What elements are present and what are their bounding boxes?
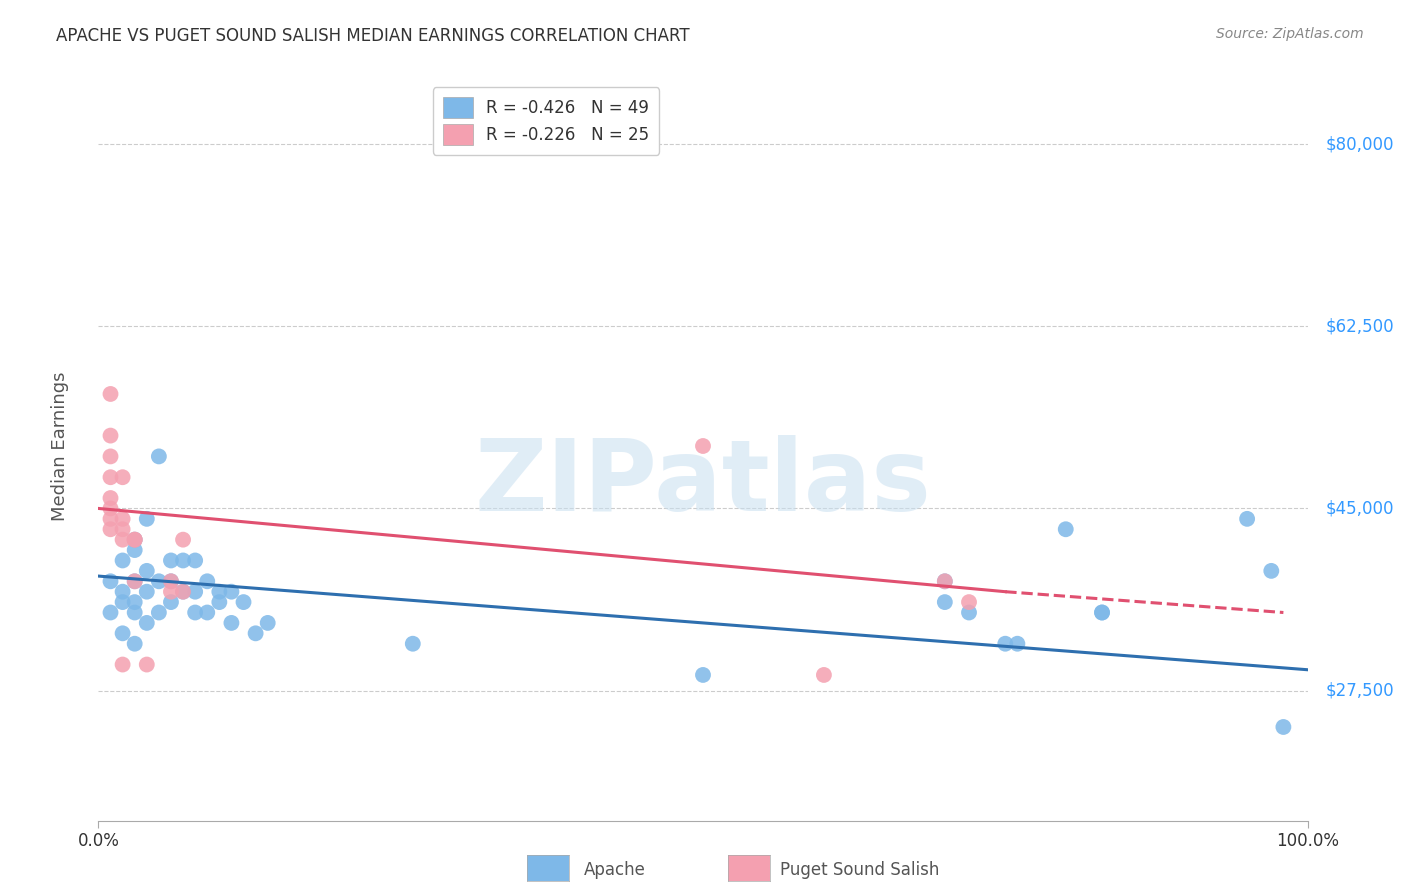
Point [124, 574, 146, 589]
Point [111, 470, 134, 484]
Point [135, 657, 157, 672]
Point [1091, 606, 1114, 620]
Point [994, 637, 1017, 651]
Point [1272, 720, 1295, 734]
Point [124, 533, 146, 547]
Point [100, 512, 122, 526]
Point [160, 574, 183, 589]
Point [100, 387, 122, 401]
Point [100, 491, 122, 505]
Point [135, 584, 157, 599]
Point [111, 522, 134, 536]
Point [402, 637, 425, 651]
Point [172, 584, 194, 599]
Point [232, 595, 254, 609]
Point [124, 533, 146, 547]
Point [124, 543, 146, 558]
Text: $80,000: $80,000 [1326, 136, 1395, 153]
Point [135, 512, 157, 526]
Point [124, 637, 146, 651]
Text: $27,500: $27,500 [1326, 681, 1395, 699]
Point [934, 574, 956, 589]
Text: APACHE VS PUGET SOUND SALISH MEDIAN EARNINGS CORRELATION CHART: APACHE VS PUGET SOUND SALISH MEDIAN EARN… [56, 27, 690, 45]
Point [245, 626, 267, 640]
Point [111, 584, 134, 599]
Point [160, 553, 183, 567]
Point [135, 564, 157, 578]
Point [135, 615, 157, 630]
Point [100, 428, 122, 442]
Point [184, 606, 207, 620]
Point [111, 533, 134, 547]
Point [221, 584, 243, 599]
Point [1007, 637, 1029, 651]
Point [692, 439, 714, 453]
Point [100, 606, 122, 620]
Point [934, 595, 956, 609]
Point [100, 450, 122, 464]
Point [172, 533, 194, 547]
Point [111, 657, 134, 672]
Point [1091, 606, 1114, 620]
Point [111, 595, 134, 609]
Text: Puget Sound Salish: Puget Sound Salish [780, 861, 939, 879]
Point [934, 574, 956, 589]
Point [124, 574, 146, 589]
Point [184, 584, 207, 599]
Point [184, 553, 207, 567]
Text: Apache: Apache [583, 861, 645, 879]
Point [813, 668, 835, 682]
Point [160, 584, 183, 599]
Point [100, 470, 122, 484]
Legend: R = -0.426   N = 49, R = -0.226   N = 25: R = -0.426 N = 49, R = -0.226 N = 25 [433, 87, 659, 154]
Point [100, 501, 122, 516]
Point [111, 553, 134, 567]
Point [957, 595, 980, 609]
Point [148, 450, 170, 464]
Text: $45,000: $45,000 [1326, 500, 1395, 517]
Point [148, 574, 170, 589]
Text: ZIPatlas: ZIPatlas [475, 435, 931, 532]
Point [148, 606, 170, 620]
Point [172, 584, 194, 599]
Point [100, 574, 122, 589]
Point [957, 606, 980, 620]
Text: Source: ZipAtlas.com: Source: ZipAtlas.com [1216, 27, 1364, 41]
Point [100, 522, 122, 536]
Point [172, 553, 194, 567]
Point [195, 606, 218, 620]
Text: Median Earnings: Median Earnings [51, 371, 69, 521]
Point [111, 626, 134, 640]
Point [1054, 522, 1077, 536]
Point [221, 615, 243, 630]
Point [1236, 512, 1258, 526]
Point [195, 574, 218, 589]
Point [124, 595, 146, 609]
Point [256, 615, 278, 630]
Point [692, 668, 714, 682]
Point [124, 606, 146, 620]
Point [208, 595, 231, 609]
Point [160, 595, 183, 609]
Point [111, 512, 134, 526]
Text: $62,500: $62,500 [1326, 318, 1395, 335]
Point [1260, 564, 1282, 578]
Point [208, 584, 231, 599]
Point [124, 533, 146, 547]
Point [160, 574, 183, 589]
